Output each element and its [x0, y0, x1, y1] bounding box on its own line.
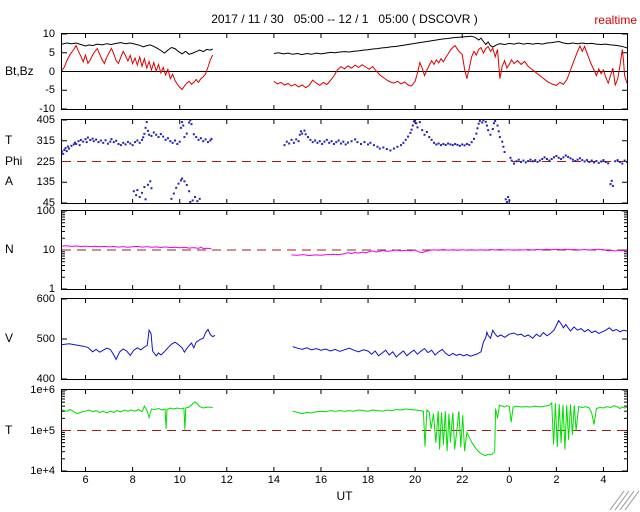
y-tick-label: 400 — [36, 373, 55, 385]
series-v — [292, 319, 627, 358]
panel-bt-bz — [61, 33, 628, 110]
y-tick-label: 315 — [36, 134, 55, 147]
y-tick-label: 10 — [42, 244, 55, 256]
realtime-badge: realtime — [594, 13, 637, 27]
series-bt — [273, 35, 627, 56]
x-tick-label: 2 — [553, 474, 560, 486]
y-tick-label: -5 — [45, 84, 55, 97]
y-tick-label: 5 — [48, 46, 55, 59]
corner-hatch-icon — [609, 490, 640, 511]
y-tick-label: 1e+6 — [30, 384, 55, 396]
y-tick-label: 1e+5 — [30, 424, 55, 437]
panel-label-n: N — [5, 242, 14, 256]
series-n — [62, 245, 212, 250]
panel-label-v: V — [5, 331, 14, 345]
y-tick-label: 1e+4 — [30, 465, 55, 477]
y-tick-label: 1 — [48, 283, 55, 295]
panel-label-t: T — [5, 132, 13, 147]
series-bz — [273, 44, 627, 89]
x-tick-label: 16 — [314, 474, 328, 486]
series-bt — [62, 42, 213, 55]
x-tick-label: 8 — [129, 474, 136, 486]
x-tick-label: 14 — [267, 474, 280, 486]
y-tick-label: -10 — [39, 103, 55, 115]
y-tick-label: 45 — [42, 197, 55, 209]
panel-label-t: T — [5, 422, 13, 437]
x-tick-label: 0 — [506, 474, 513, 486]
x-axis-label: UT — [336, 489, 353, 503]
series-t — [62, 401, 213, 430]
x-tick-label: 22 — [456, 474, 469, 486]
y-tick-label: 500 — [36, 333, 55, 345]
panel-n — [61, 210, 628, 290]
x-tick-label: 12 — [220, 474, 233, 486]
x-tick-label: 6 — [82, 474, 89, 486]
y-tick-label: 10 — [42, 28, 55, 40]
x-tick-label: 4 — [600, 474, 607, 486]
panel-label-a: A — [5, 174, 14, 189]
y-tick-label: 600 — [36, 293, 55, 305]
panel-label-btbz: Bt,Bz — [5, 63, 34, 78]
x-tick-label: 20 — [409, 474, 422, 486]
panel-label-phi: Phi — [5, 153, 23, 168]
series-n — [291, 248, 627, 257]
series-v — [62, 328, 216, 361]
y-tick-label: 225 — [36, 155, 55, 168]
series-bz — [62, 44, 214, 91]
panel-v — [61, 298, 628, 380]
y-tick-label: 405 — [36, 114, 55, 126]
x-tick-label: 18 — [361, 474, 375, 486]
y-tick-label: 0 — [48, 65, 55, 78]
y-tick-label: 100 — [36, 205, 55, 217]
x-tick-label: 10 — [173, 474, 186, 486]
page-title: 2017 / 11 / 30 05:00 -- 12 / 1 05:00 ( D… — [211, 12, 478, 26]
panel-t — [61, 389, 628, 472]
y-tick-label: 135 — [36, 176, 55, 189]
panel-t-phi-a — [61, 119, 628, 204]
series-t — [292, 401, 627, 457]
series-phi — [62, 120, 627, 203]
